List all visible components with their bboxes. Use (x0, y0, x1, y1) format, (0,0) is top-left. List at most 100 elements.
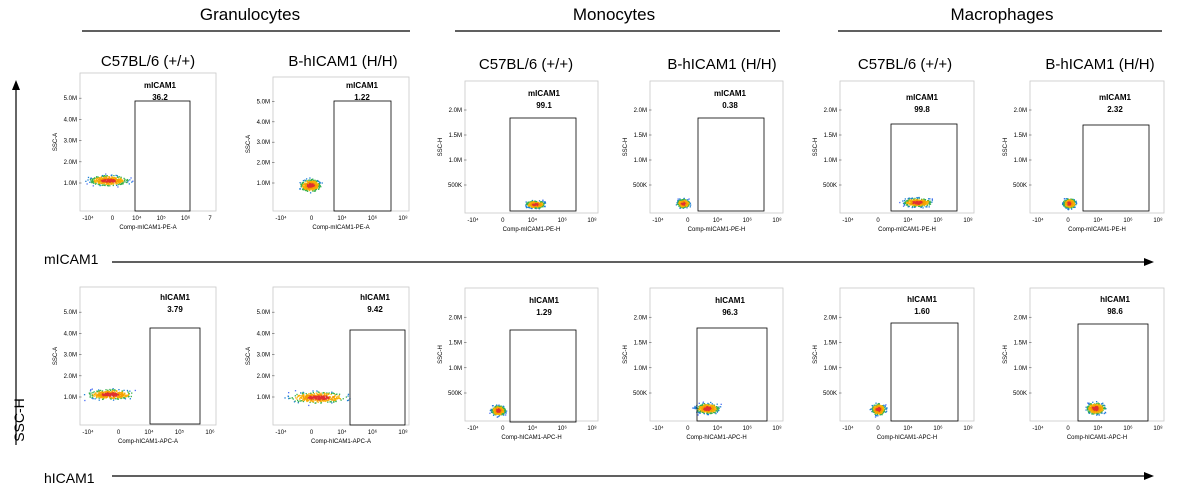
event-point (318, 393, 321, 395)
event-point (104, 392, 107, 394)
event-point (303, 188, 306, 191)
event-point (494, 413, 496, 416)
event-point (1071, 202, 1073, 204)
event-point (904, 202, 907, 205)
event-point (921, 199, 924, 201)
event-point (916, 199, 918, 201)
event-point (713, 404, 716, 406)
event-point (526, 203, 529, 205)
event-point (877, 409, 879, 411)
x-tick-label: -10⁴ (652, 217, 664, 224)
event-point (124, 394, 126, 397)
event-point (303, 395, 305, 397)
x-tick-label: -10⁴ (842, 217, 854, 224)
event-point (875, 409, 877, 411)
event-point (96, 177, 98, 179)
event-point (544, 205, 546, 207)
event-point (312, 183, 314, 185)
event-point (315, 397, 317, 399)
event-point (320, 397, 323, 399)
event-point (110, 174, 113, 177)
event-point (689, 202, 692, 204)
event-point (101, 174, 104, 177)
x-tick-label: 10⁴ (528, 217, 538, 224)
event-point (875, 405, 877, 407)
event-point (306, 185, 308, 188)
event-point (1063, 200, 1065, 203)
y-tick-label: 2.0M (64, 374, 77, 380)
event-point (880, 410, 883, 412)
event-point (911, 200, 913, 202)
event-point (113, 396, 115, 398)
event-point (328, 392, 330, 394)
event-point (110, 179, 112, 181)
event-point (1065, 207, 1067, 209)
event-point (100, 180, 102, 183)
event-point (116, 398, 118, 400)
event-point (681, 207, 684, 209)
event-point (525, 204, 527, 206)
event-point (314, 399, 316, 401)
event-point (684, 200, 686, 202)
event-point (882, 408, 884, 411)
event-point (500, 410, 503, 412)
event-point (1069, 204, 1071, 206)
event-point (682, 205, 685, 207)
event-point (304, 179, 306, 181)
event-point (686, 205, 688, 208)
event-point (114, 393, 116, 395)
event-point (103, 182, 105, 185)
x-tick-label: 0 (876, 426, 880, 432)
event-point (97, 180, 99, 182)
event-point (119, 178, 121, 180)
event-point (715, 410, 717, 412)
event-point (83, 394, 86, 396)
event-point (96, 394, 98, 396)
event-point (297, 402, 300, 404)
event-point (918, 197, 921, 199)
event-point (497, 405, 500, 407)
x-tick-label: 10⁴ (337, 429, 347, 436)
event-point (113, 396, 116, 398)
event-point (876, 412, 879, 414)
event-point (117, 182, 119, 184)
event-point (301, 188, 304, 191)
event-point (110, 396, 112, 398)
event-point (503, 409, 505, 411)
event-point (907, 202, 910, 204)
gate-value: 1.29 (536, 308, 552, 317)
event-point (915, 205, 917, 208)
event-point (313, 186, 316, 189)
event-point (530, 202, 532, 204)
event-point (302, 183, 304, 185)
event-point (124, 398, 127, 400)
event-point (117, 180, 119, 182)
event-point (703, 404, 705, 406)
event-point (497, 413, 499, 415)
event-point (923, 203, 926, 205)
event-point (304, 182, 306, 184)
event-point (111, 392, 114, 394)
event-point (688, 200, 690, 203)
x-tick-label: 10⁸ (963, 425, 973, 432)
event-point (305, 186, 308, 189)
event-point (110, 183, 112, 185)
event-point (916, 200, 918, 202)
event-point (301, 397, 303, 399)
event-point (707, 414, 710, 416)
event-point (679, 207, 681, 209)
event-point (494, 412, 496, 414)
event-point (920, 205, 922, 207)
event-point (111, 177, 114, 179)
event-point (879, 406, 881, 408)
event-point (878, 405, 880, 407)
event-point (323, 396, 326, 398)
event-point (699, 406, 702, 409)
event-point (705, 407, 707, 410)
event-point (113, 390, 115, 392)
event-point (330, 400, 332, 403)
event-point (927, 202, 929, 204)
event-point (881, 406, 883, 408)
event-point (885, 407, 887, 409)
x-tick-label: 10⁴ (132, 215, 142, 222)
